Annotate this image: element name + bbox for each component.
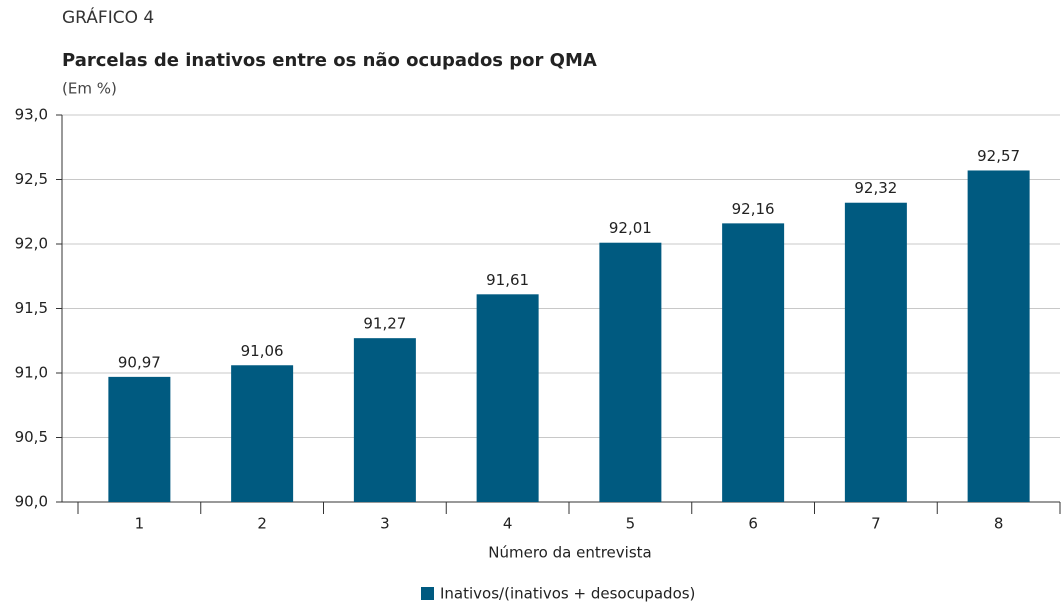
value-label: 92,01: [609, 219, 652, 237]
value-label: 90,97: [118, 353, 161, 371]
chart-title: Parcelas de inativos entre os não ocupad…: [62, 50, 597, 71]
y-tick-label: 91,0: [15, 364, 48, 382]
bar: [967, 170, 1030, 502]
x-tick-label: 6: [748, 515, 758, 533]
value-label: 91,27: [363, 315, 406, 333]
value-label: 92,32: [854, 179, 897, 197]
y-tick-label: 90,0: [15, 493, 48, 511]
x-tick-label: 4: [503, 515, 513, 533]
bar: [599, 242, 662, 502]
y-tick-label: 90,5: [15, 428, 48, 446]
legend-label: Inativos/(inativos + desocupados): [440, 585, 695, 603]
y-tick-label: 93,0: [15, 106, 48, 124]
bar: [353, 338, 416, 502]
legend-swatch: [421, 587, 434, 600]
x-tick-label: 7: [871, 515, 881, 533]
bar: [476, 294, 539, 502]
y-tick-label: 92,5: [15, 170, 48, 188]
x-tick-label: 2: [257, 515, 267, 533]
x-tick-label: 1: [135, 515, 145, 533]
x-axis-label: Número da entrevista: [488, 544, 651, 562]
bar: [231, 365, 294, 502]
value-label: 91,61: [486, 271, 529, 289]
value-label: 91,06: [241, 342, 284, 360]
y-tick-label: 92,0: [15, 235, 48, 253]
y-tick-label: 91,5: [15, 299, 48, 317]
chart-subtitle: (Em %): [62, 80, 117, 98]
bar: [844, 202, 907, 502]
x-tick-label: 3: [380, 515, 390, 533]
bar: [108, 376, 171, 502]
bar: [722, 223, 785, 503]
value-label: 92,57: [977, 147, 1020, 165]
chart-label: GRÁFICO 4: [62, 6, 154, 28]
value-label: 92,16: [732, 200, 775, 218]
x-tick-label: 5: [626, 515, 636, 533]
x-tick-label: 8: [994, 515, 1004, 533]
